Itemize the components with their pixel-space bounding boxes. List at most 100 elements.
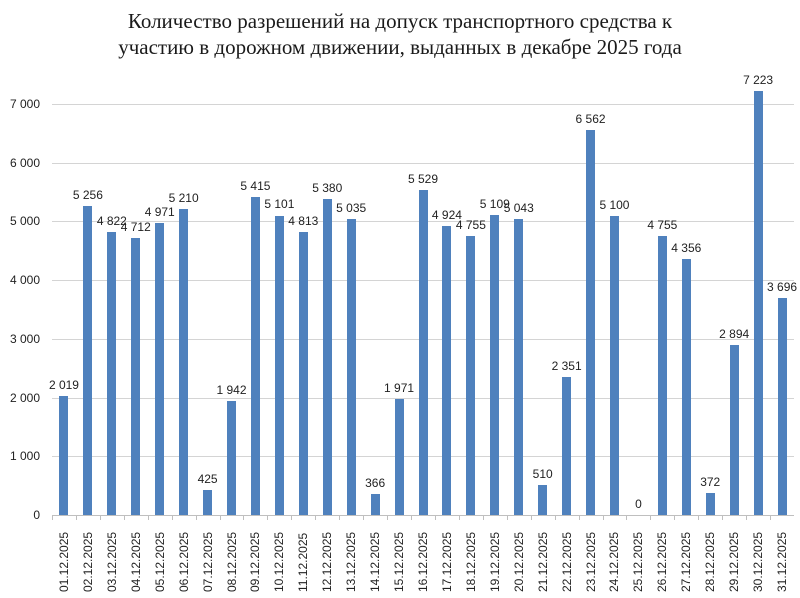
bar: [729, 345, 739, 515]
bar-value-label: 5 043: [503, 200, 534, 215]
y-tick-label: 3 000: [9, 331, 40, 346]
bar-value-label: 5 109: [479, 197, 510, 212]
x-tick-label: 30.12.2025: [751, 531, 766, 592]
x-tick-mark: [482, 515, 484, 520]
x-tick-label: 02.12.2025: [80, 531, 95, 592]
bar: [562, 376, 572, 515]
x-tick-mark: [506, 515, 508, 520]
x-tick-label: 19.12.2025: [487, 531, 502, 592]
x-tick-mark: [339, 515, 341, 520]
x-tick-label: 11.12.2025: [296, 532, 311, 592]
x-tick-mark: [722, 515, 724, 520]
x-tick-label: 22.12.2025: [559, 531, 574, 592]
bar: [586, 129, 596, 515]
chart-title: Количество разрешений на допуск транспор…: [0, 8, 800, 60]
x-tick-mark: [650, 515, 652, 520]
y-tick-label: 5 000: [9, 214, 40, 229]
x-tick-mark: [267, 515, 269, 520]
x-tick-mark: [52, 515, 53, 520]
x-tick-label: 16.12.2025: [416, 531, 430, 592]
bar-value-label: 4 813: [288, 214, 319, 229]
x-tick-label: 31.12.2025: [775, 531, 790, 592]
bar: [131, 238, 141, 515]
bar: [274, 215, 284, 515]
x-tick-mark: [530, 515, 532, 520]
bar: [203, 490, 213, 515]
x-axis-line: [52, 515, 794, 516]
bar-value-label: 372: [700, 475, 721, 490]
x-tick-mark: [602, 515, 604, 520]
bar: [227, 400, 237, 515]
x-tick-label: 20.12.2025: [511, 531, 526, 592]
gridline: [52, 104, 794, 105]
x-tick-mark: [315, 515, 317, 520]
bar-value-label: 2 894: [719, 327, 750, 342]
bar-value-label: 5 380: [312, 181, 343, 196]
bar: [155, 223, 165, 515]
plot-area: 2 019 5 256 4 822 4 712 4 971 5 210 425 1 942 5 …: [49, 73, 798, 516]
x-tick-mark: [458, 515, 460, 520]
bar-value-label: 1 971: [384, 381, 415, 396]
bar-value-label: 4 356: [671, 241, 702, 256]
bar: [777, 298, 787, 515]
bar-value-label: 3 696: [767, 279, 798, 294]
x-tick-label: 06.12.2025: [176, 531, 191, 592]
bar: [538, 485, 548, 515]
x-tick-mark: [626, 515, 628, 520]
bar: [250, 197, 260, 515]
x-tick-mark: [434, 515, 436, 520]
x-tick-label: 13.12.2025: [344, 531, 359, 592]
x-tick-mark: [123, 515, 125, 520]
x-tick-mark: [363, 515, 365, 520]
bar: [609, 215, 619, 515]
bar: [394, 399, 404, 515]
x-tick-label: 18.12.2025: [463, 531, 478, 592]
bar: [442, 225, 452, 515]
x-tick-label: 09.12.2025: [248, 531, 263, 592]
x-tick-mark: [171, 515, 173, 520]
x-tick-mark: [698, 515, 700, 520]
bar-value-label: 4 971: [144, 205, 175, 220]
bar-value-label: 5 035: [336, 201, 367, 216]
x-tick-label: 03.12.2025: [104, 531, 119, 592]
bar: [107, 231, 117, 515]
x-tick-mark: [554, 515, 556, 520]
y-tick-label: 0: [33, 508, 40, 522]
x-tick-mark: [147, 515, 149, 520]
bar: [346, 219, 356, 515]
bar: [490, 215, 500, 515]
chart-title-line-1: Количество разрешений на допуск транспор…: [127, 9, 673, 33]
bar-value-label: 5 415: [240, 179, 271, 194]
bar: [466, 235, 476, 515]
bar: [418, 190, 428, 515]
bar-value-label: 4 755: [455, 217, 486, 232]
bar-value-label: 4 822: [96, 213, 127, 228]
x-tick-mark: [411, 515, 413, 520]
bar-value-label: 0: [635, 497, 642, 511]
bar: [298, 232, 308, 515]
bar: [322, 199, 332, 515]
x-tick-label: 23.12.2025: [583, 531, 598, 592]
bar-value-label: 5 101: [264, 197, 295, 212]
x-tick-label: 01.12.2025: [56, 531, 71, 592]
x-tick-label: 27.12.2025: [679, 531, 694, 592]
y-tick-label: 4 000: [9, 273, 40, 288]
x-tick-mark: [243, 515, 245, 520]
x-tick-mark: [75, 515, 77, 520]
bar: [179, 209, 189, 515]
y-tick-label: 2 000: [9, 390, 40, 405]
bar: [59, 396, 69, 515]
x-tick-label: 28.12.2025: [703, 531, 718, 592]
bar-value-label: 510: [532, 467, 553, 482]
bar: [705, 493, 715, 515]
x-tick-label: 07.12.2025: [200, 531, 215, 592]
bar: [514, 218, 524, 515]
bar: [83, 206, 93, 515]
x-tick-mark: [387, 515, 389, 520]
bar: [681, 259, 691, 515]
x-tick-label: 15.12.2025: [392, 531, 407, 592]
x-tick-label: 08.12.2025: [224, 531, 239, 592]
y-tick-label: 1 000: [9, 449, 40, 464]
gridline: [52, 162, 794, 164]
bar-value-label: 5 100: [599, 197, 630, 212]
